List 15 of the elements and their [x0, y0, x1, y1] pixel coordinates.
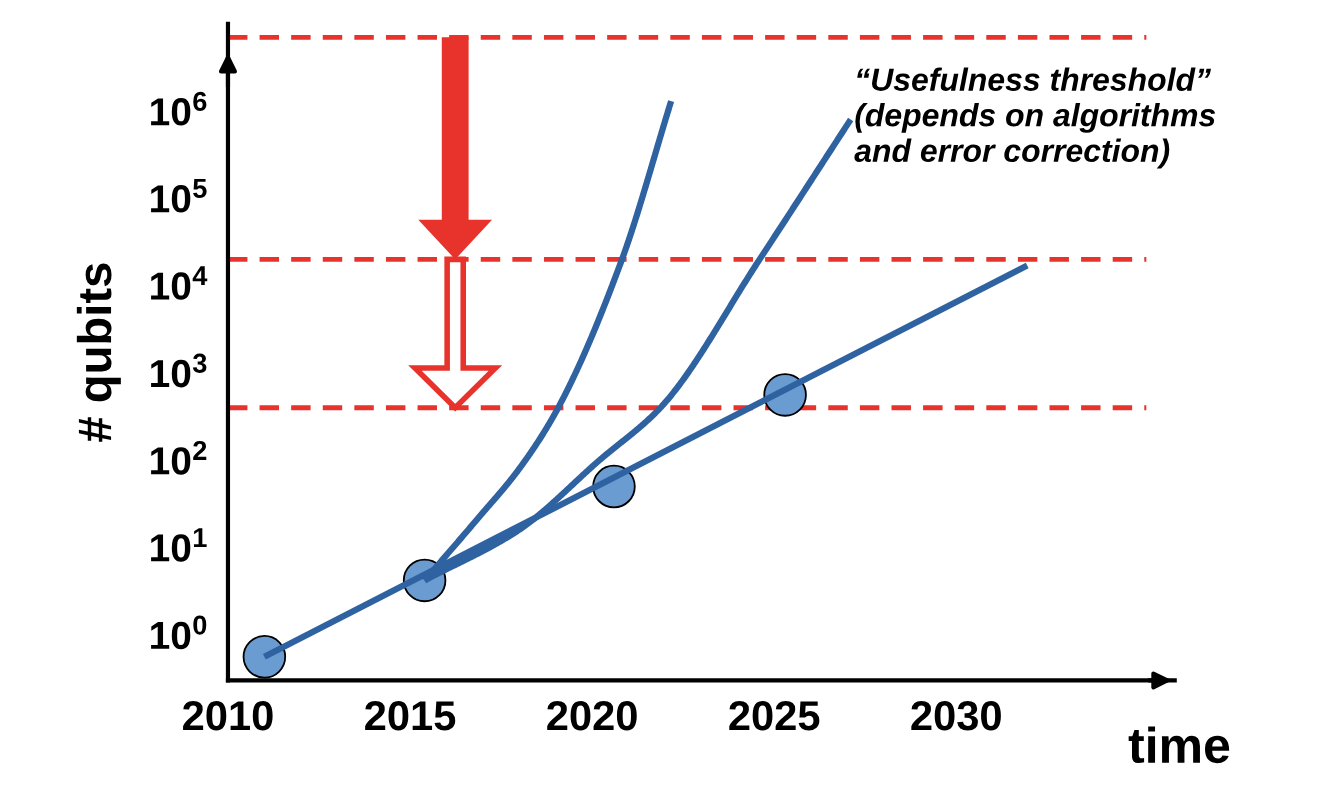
- y-tick-label: 10$^{3}$: [151, 353, 207, 388]
- x-tick-label: 2030: [911, 701, 1001, 731]
- y-tick-label: 10$^{5}$: [151, 179, 207, 213]
- y-tick-label: 10$^{4}$: [151, 266, 208, 300]
- x-tick-label: 2020: [547, 701, 637, 731]
- y-tick-label: 10$^{1}$: [151, 528, 207, 562]
- y-tick-label: 10$^{6}$: [151, 91, 207, 126]
- x-tick-label: 2025: [729, 701, 820, 731]
- x-tick-label: 2015: [365, 701, 456, 731]
- y-tick-label: 10$^{2}$: [151, 440, 207, 475]
- x-axis-title: time: [1128, 726, 1230, 764]
- y-axis-title: # qubits: [76, 263, 121, 442]
- annotation: “Usefulness threshold” (depends on algorithms and error correction): [854, 67, 1216, 169]
- x-tick-label: 2010: [183, 701, 273, 731]
- y-tick-label: 10$^{0}$: [151, 615, 207, 650]
